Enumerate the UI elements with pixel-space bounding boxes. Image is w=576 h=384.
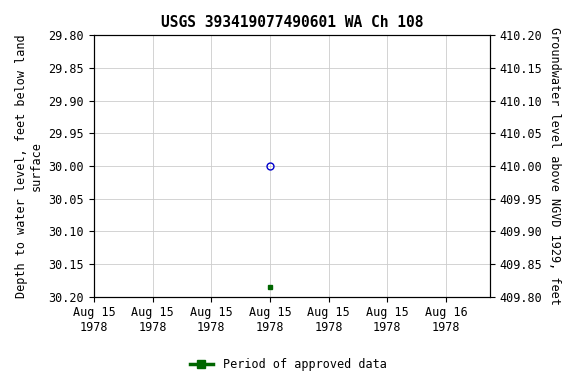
Title: USGS 393419077490601 WA Ch 108: USGS 393419077490601 WA Ch 108 — [161, 15, 423, 30]
Y-axis label: Groundwater level above NGVD 1929, feet: Groundwater level above NGVD 1929, feet — [548, 27, 561, 305]
Y-axis label: Depth to water level, feet below land
surface: Depth to water level, feet below land su… — [15, 34, 43, 298]
Legend: Period of approved data: Period of approved data — [185, 354, 391, 376]
